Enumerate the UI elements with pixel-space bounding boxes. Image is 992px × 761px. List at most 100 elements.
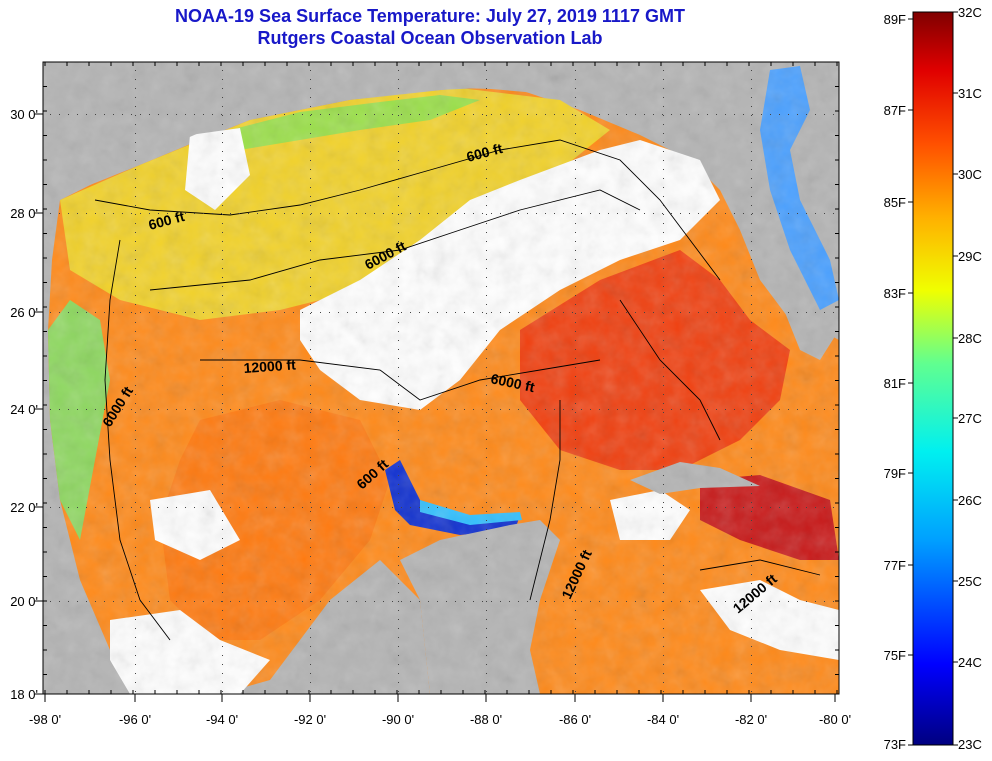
graticule-dot [356,601,357,602]
graticule-dot [663,583,664,584]
graticule-dot [751,88,752,89]
graticule-dot [663,124,664,125]
graticule-dot [149,507,150,508]
graticule-dot [398,205,399,206]
graticule-dot [398,232,399,233]
graticule-dot [707,507,708,508]
graticule-dot [284,114,285,115]
graticule-dot [698,312,699,313]
graticule-dot [410,312,411,313]
graticule-dot [486,97,487,98]
graticule-dot [486,493,487,494]
graticule-dot [486,124,487,125]
graticule-dot [751,583,752,584]
graticule-dot [635,507,636,508]
graticule-dot [734,312,735,313]
graticule-dot [212,507,213,508]
graticule-dot [135,403,136,404]
graticule-dot [356,114,357,115]
fahrenheit-label: 79F [884,466,906,481]
graticule-dot [575,394,576,395]
graticule-dot [398,394,399,395]
graticule-dot [222,664,223,665]
graticule-dot [239,507,240,508]
graticule-dot [398,547,399,548]
graticule-dot [222,115,223,116]
graticule-dot [486,628,487,629]
graticule-dot [293,507,294,508]
graticule-dot [779,312,780,313]
graticule-dot [486,70,487,71]
graticule-dot [751,421,752,422]
graticule-dot [671,409,672,410]
graticule-dot [310,340,311,341]
graticule-dot [599,312,600,313]
graticule-dot [122,601,123,602]
graticule-dot [59,601,60,602]
graticule-dot [707,312,708,313]
graticule-dot [653,213,654,214]
graticule-dot [635,114,636,115]
graticule-dot [239,114,240,115]
graticule-dot [222,529,223,530]
graticule-dot [663,682,664,683]
graticule-dot [486,367,487,368]
graticule-dot [95,507,96,508]
graticule-dot [398,358,399,359]
graticule-dot [50,507,51,508]
graticule-dot [575,205,576,206]
graticule-dot [662,601,663,602]
graticule-dot [140,507,141,508]
graticule-dot [410,213,411,214]
graticule-dot [545,409,546,410]
graticule-dot [374,409,375,410]
graticule-dot [398,367,399,368]
graticule-dot [135,178,136,179]
graticule-dot [222,655,223,656]
graticule-dot [176,213,177,214]
graticule-dot [751,340,752,341]
graticule-dot [383,601,384,602]
graticule-dot [428,312,429,313]
graticule-dot [222,628,223,629]
graticule-dot [779,213,780,214]
graticule-dot [572,601,573,602]
graticule-dot [599,114,600,115]
graticule-dot [671,312,672,313]
celsius-label: 28C [958,331,982,346]
graticule-dot [257,114,258,115]
graticule-dot [131,409,132,410]
graticule-dot [663,691,664,692]
graticule-dot [222,682,223,683]
graticule-dot [554,213,555,214]
graticule-dot [50,213,51,214]
graticule-dot [59,409,60,410]
graticule-dot [698,409,699,410]
graticule-dot [222,520,223,521]
graticule-dot [302,114,303,115]
graticule-dot [751,115,752,116]
graticule-dot [751,574,752,575]
graticule-dot [581,507,582,508]
graticule-dot [222,214,223,215]
graticule-dot [751,628,752,629]
graticule-dot [491,409,492,410]
graticule-dot [398,619,399,620]
contour-6000ft-east [619,299,721,441]
graticule-dot [135,349,136,350]
graticule-dot [398,430,399,431]
graticule-dot [575,655,576,656]
graticule-dot [135,493,136,494]
graticule-dot [663,394,664,395]
graticule-dot [135,304,136,305]
graticule-dot [222,367,223,368]
graticule-dot [663,484,664,485]
graticule-dot [356,213,357,214]
graticule-dot [158,114,159,115]
graticule-dot [398,538,399,539]
graticule-dot [176,409,177,410]
graticule-dot [545,312,546,313]
graticule-dot [310,448,311,449]
graticule-dot [486,79,487,80]
graticule-dot [320,312,321,313]
